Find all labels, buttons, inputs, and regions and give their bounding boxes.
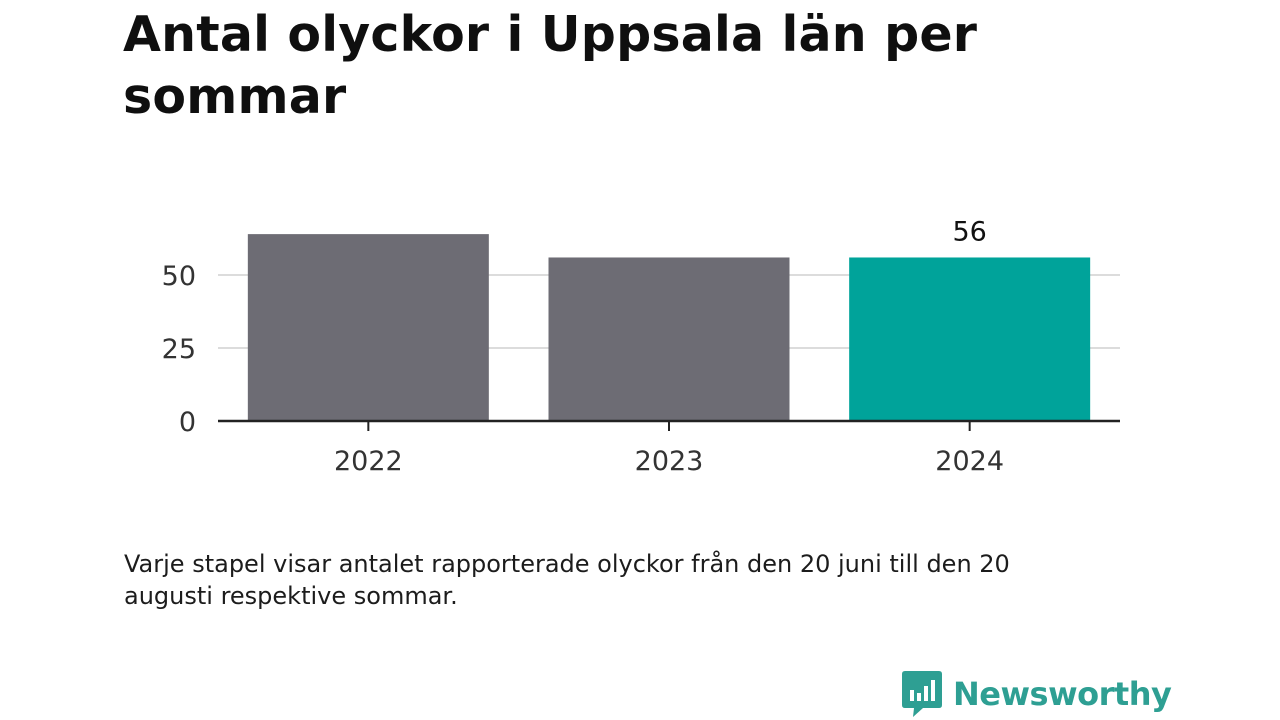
newsworthy-logo-icon <box>902 671 942 717</box>
chart-title: Antal olyckor i Uppsala län per sommar <box>123 6 978 125</box>
bars <box>247 234 1091 421</box>
y-tick-label: 50 <box>162 261 196 292</box>
y-tick-label: 0 <box>179 407 196 438</box>
y-tick-label: 25 <box>162 334 196 365</box>
data-labels: 56 <box>952 216 986 247</box>
y-axis-tick-labels: 0 25 50 <box>162 261 196 438</box>
x-tick-label: 2024 <box>935 446 1004 477</box>
x-tick-label: 2022 <box>334 446 403 477</box>
chart-note: Varje stapel visar antalet rapporterade … <box>124 550 1010 610</box>
bar-2024 <box>849 257 1091 421</box>
x-tick-label: 2023 <box>635 446 704 477</box>
x-axis-ticks: 2022 2023 2024 <box>334 421 1004 477</box>
data-label-2024: 56 <box>952 216 986 247</box>
bar-2022 <box>247 234 489 421</box>
newsworthy-brand: Newsworthy <box>901 669 1172 719</box>
bar-chart: 0 25 50 2022 2023 2024 56 <box>162 216 1120 477</box>
brand-name: Newsworthy <box>953 675 1172 713</box>
bar-2023 <box>548 257 790 421</box>
